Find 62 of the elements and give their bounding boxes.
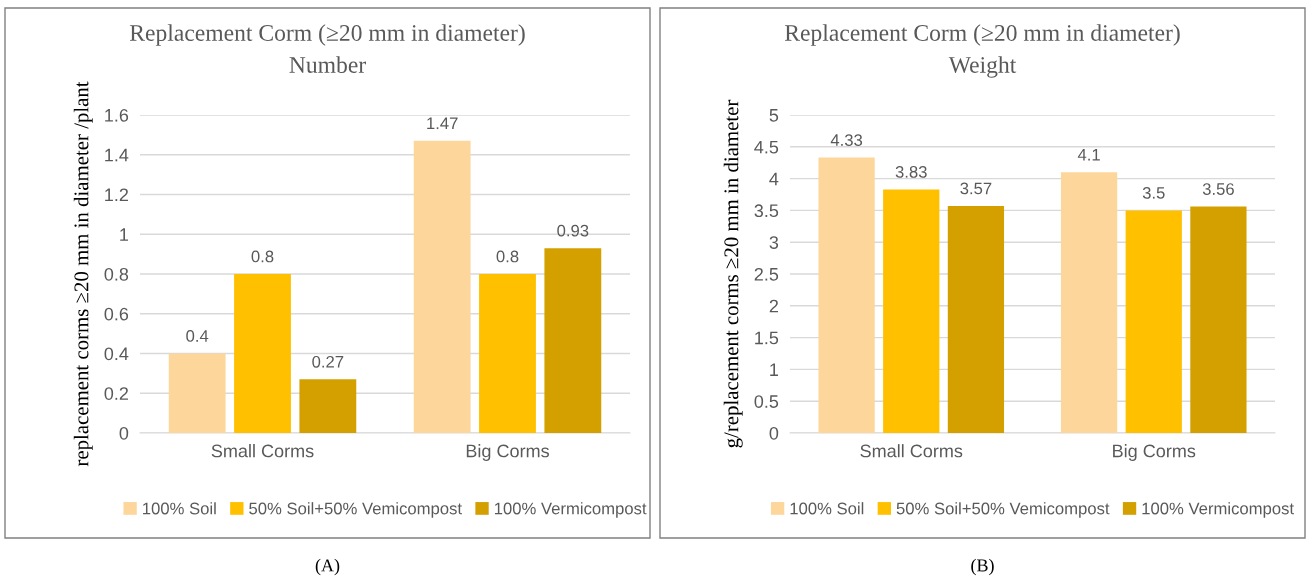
bar <box>1190 206 1247 433</box>
bar <box>168 353 226 433</box>
y-tick-label: 0.4 <box>104 347 129 361</box>
x-tick-label: Small Corms <box>211 444 314 458</box>
data-label: 0.27 <box>312 355 344 368</box>
chart-subtitle: Number <box>289 56 366 73</box>
y-tick-label: 0 <box>769 426 779 440</box>
chart-title: Replacement Corm (≥20 mm in diameter) <box>784 24 1180 46</box>
x-tick-label: Big Corms <box>466 444 549 461</box>
data-label: 0.8 <box>251 250 274 263</box>
data-label: 3.57 <box>960 182 992 195</box>
bar <box>299 379 357 433</box>
y-tick-label: 1.6 <box>105 108 129 122</box>
data-label: 4.33 <box>830 134 863 146</box>
data-label: 1.47 <box>427 117 458 130</box>
legend-label: 100% Soil <box>143 502 216 515</box>
data-label: 3.83 <box>895 165 927 178</box>
y-tick-label: 0.6 <box>104 307 129 321</box>
bar <box>413 140 471 433</box>
y-tick-label: 1 <box>120 228 129 241</box>
bar <box>544 248 602 433</box>
bar <box>234 274 291 433</box>
data-label: 0.4 <box>186 330 209 342</box>
y-tick-label: 4 <box>769 172 779 186</box>
y-tick-label: 0.2 <box>104 387 128 400</box>
y-tick-label: 0.5 <box>754 395 779 408</box>
y-axis-title: replacement corms ≥20 mm in diameter /plant <box>73 81 93 467</box>
legend-label: 100% Vermicompost <box>1142 502 1294 518</box>
data-label: 4.1 <box>1077 148 1100 161</box>
y-tick-label: 3 <box>769 236 779 249</box>
text: (A) <box>315 558 340 576</box>
legend-label: 50% Soil+50% Vemicompost <box>896 502 1110 518</box>
bar <box>1125 210 1182 433</box>
y-tick-label: 3.5 <box>754 204 779 218</box>
data-label: 0.93 <box>557 224 589 237</box>
bar <box>1060 172 1118 433</box>
data-label: 3.5 <box>1142 186 1165 199</box>
y-tick-label: 2.5 <box>754 267 779 281</box>
bar <box>947 205 1005 433</box>
chart-title: Replacement Corm (≥20 mm in diameter) <box>129 24 525 46</box>
y-axis-title: g/replacement corms ≥20 mm in diameter <box>723 99 743 448</box>
bar <box>883 189 940 433</box>
y-tick-label: 4.5 <box>754 140 779 154</box>
text: (B) <box>971 558 994 576</box>
data-label: 3.56 <box>1202 183 1234 195</box>
y-tick-label: 5 <box>769 109 779 122</box>
y-tick-label: 1.5 <box>755 331 779 345</box>
x-tick-label: Big Corms <box>1113 444 1196 461</box>
legend-label: 50% Soil+50% Vemicompost <box>249 502 462 518</box>
legend-label: 100% Vermicompost <box>494 502 647 518</box>
bar <box>818 157 875 433</box>
legend-label: 100% Soil <box>790 502 864 515</box>
x-tick-label: Small Corms <box>860 444 963 458</box>
y-tick-label: 0 <box>119 426 129 440</box>
y-tick-label: 1 <box>770 363 779 376</box>
y-tick-label: 1.4 <box>105 148 129 162</box>
data-label: 0.8 <box>496 250 519 263</box>
bar <box>479 274 536 433</box>
chart-subtitle: Weight <box>948 56 1017 78</box>
y-tick-label: 2 <box>769 299 778 313</box>
y-tick-label: 0.8 <box>104 267 129 281</box>
y-tick-label: 1.2 <box>105 188 128 202</box>
